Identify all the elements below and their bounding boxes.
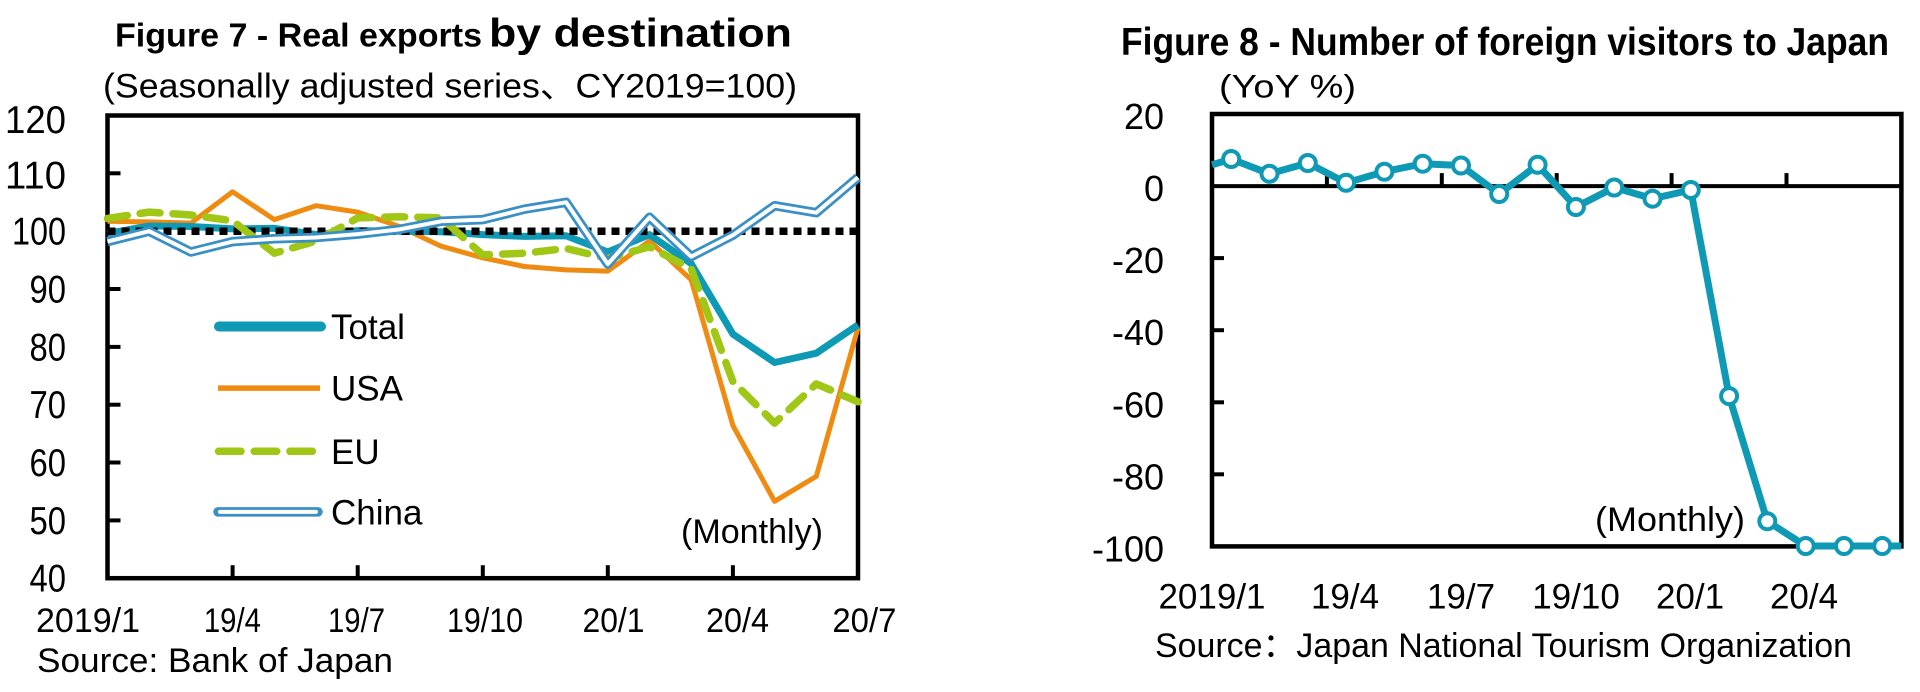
svg-text:Total: Total bbox=[331, 308, 405, 347]
svg-text:19/4: 19/4 bbox=[1311, 578, 1379, 617]
svg-text:40: 40 bbox=[30, 558, 67, 601]
svg-text:20/4: 20/4 bbox=[706, 602, 769, 640]
svg-text:20/1: 20/1 bbox=[1656, 578, 1724, 617]
svg-text:EU: EU bbox=[331, 433, 380, 472]
svg-text:(Monthly): (Monthly) bbox=[681, 513, 823, 551]
svg-text:0: 0 bbox=[1144, 168, 1164, 209]
svg-text:(Seasonally adjusted series、CY: (Seasonally adjusted series、CY2019=100) bbox=[103, 68, 797, 106]
svg-text:20/7: 20/7 bbox=[832, 602, 896, 640]
svg-text:Figure 7 - Real exports: Figure 7 - Real exports bbox=[115, 17, 482, 54]
svg-text:19/10: 19/10 bbox=[1532, 578, 1620, 617]
svg-text:2019/1: 2019/1 bbox=[1158, 578, 1265, 617]
svg-text:Source：Japan National Tourism: Source：Japan National Tourism Organizati… bbox=[1155, 627, 1852, 665]
svg-text:120: 120 bbox=[5, 99, 66, 142]
svg-text:USA: USA bbox=[331, 370, 404, 409]
svg-text:(YoY %): (YoY %) bbox=[1219, 69, 1356, 105]
svg-text:20/4: 20/4 bbox=[1770, 578, 1838, 617]
svg-text:-100: -100 bbox=[1092, 528, 1164, 569]
svg-text:20: 20 bbox=[1124, 96, 1164, 137]
svg-text:100: 100 bbox=[12, 211, 66, 254]
svg-text:19/7: 19/7 bbox=[1427, 578, 1495, 617]
svg-text:by destination: by destination bbox=[489, 12, 792, 56]
svg-text:China: China bbox=[331, 493, 423, 532]
svg-text:-40: -40 bbox=[1112, 312, 1164, 353]
svg-text:Source: Bank of Japan: Source: Bank of Japan bbox=[37, 642, 393, 680]
svg-text:20/1: 20/1 bbox=[583, 602, 645, 640]
svg-text:60: 60 bbox=[30, 442, 67, 485]
svg-text:110: 110 bbox=[5, 154, 66, 197]
svg-text:2019/1: 2019/1 bbox=[36, 602, 140, 640]
svg-text:-20: -20 bbox=[1112, 240, 1164, 281]
svg-text:80: 80 bbox=[30, 326, 67, 369]
svg-text:90: 90 bbox=[30, 269, 67, 312]
svg-text:19/7: 19/7 bbox=[328, 602, 385, 640]
svg-text:-80: -80 bbox=[1112, 456, 1164, 497]
svg-text:(Monthly): (Monthly) bbox=[1595, 501, 1745, 539]
svg-text:-60: -60 bbox=[1112, 384, 1164, 425]
svg-text:70: 70 bbox=[30, 384, 67, 427]
svg-text:50: 50 bbox=[30, 500, 67, 543]
svg-text:19/4: 19/4 bbox=[204, 602, 261, 640]
svg-text:Figure 8 - Number of foreign v: Figure 8 - Number of foreign visitors to… bbox=[1121, 21, 1889, 64]
svg-text:19/10: 19/10 bbox=[447, 602, 523, 640]
